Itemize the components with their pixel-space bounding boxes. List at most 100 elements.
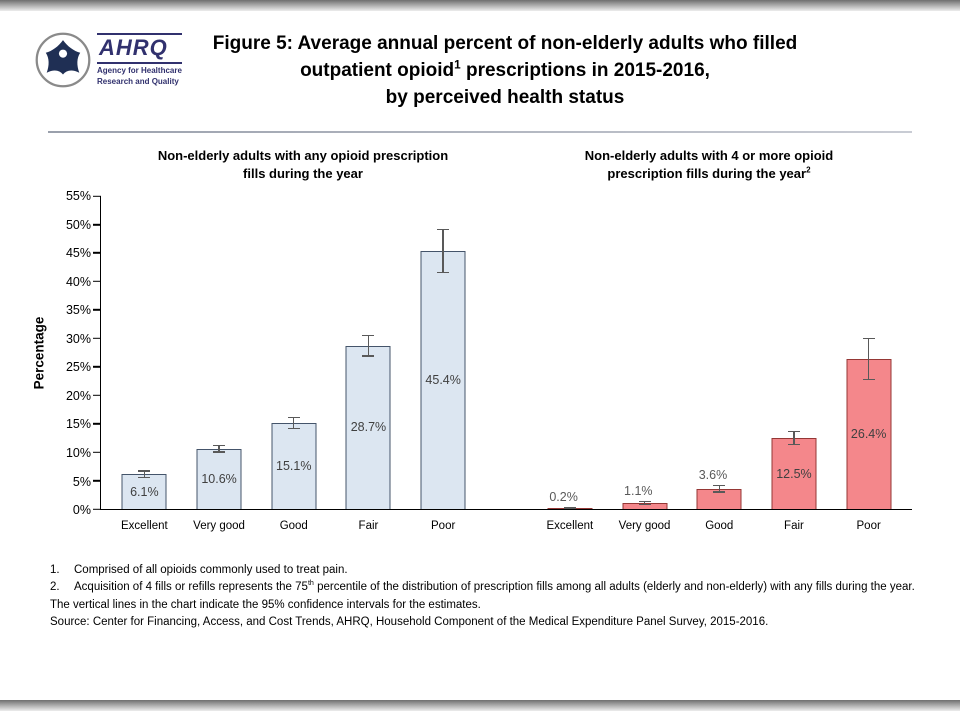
logo: AHRQ Agency for Healthcare Research and …: [34, 31, 182, 89]
error-bar-good-four-plus-fills: [718, 484, 720, 493]
title-line-1: Figure 5: Average annual percent of non-…: [212, 33, 798, 54]
x-category-label-very-good-any-fills: Very good: [193, 520, 245, 533]
x-category-label-excellent-any-fills: Excellent: [121, 520, 168, 533]
footnote-1-text: Comprised of all opioids commonly used t…: [74, 564, 348, 577]
value-label-good-any-fills: 15.1%: [276, 459, 312, 474]
error-bar-poor-four-plus-fills: [867, 337, 870, 380]
footnote-ci-note: The vertical lines in the chart indicate…: [50, 598, 481, 611]
y-tick-label: 50%: [65, 217, 91, 232]
panel-titles-row: Non-elderly adults with any opioid presc…: [100, 147, 912, 182]
error-bar-excellent-any-fills: [143, 470, 146, 479]
panel-title-superscript-2: 2: [806, 165, 811, 175]
title-superscript-1: 1: [454, 58, 461, 72]
x-category-label-good-any-fills: Good: [279, 520, 308, 533]
y-tick-mark: [93, 223, 101, 226]
bar-slot-poor-any-fills: 45.4% Poor: [406, 196, 481, 532]
bar-fair-four-plus-fills: [771, 437, 817, 510]
x-category-label-poor-any-fills: Poor: [431, 520, 456, 533]
footnote-source: Source: Center for Financing, Access, an…: [50, 615, 769, 628]
title-line-3: by perceived health status: [385, 86, 625, 108]
header-divider: [48, 131, 912, 133]
y-tick-label: 35%: [65, 303, 91, 318]
bar-slot-very-good-any-fills: 10.6% Very good: [182, 196, 257, 532]
bar-slot-good-four-plus-fills: 3.6% Good: [682, 196, 757, 532]
y-tick-label: 20%: [65, 388, 91, 403]
bar-fair-any-fills: [345, 345, 391, 510]
footnote-2-number: 2.: [50, 581, 60, 594]
page-title: Figure 5: Average annual percent of non-…: [90, 31, 920, 112]
y-tick-mark: [93, 252, 101, 254]
footnotes: 1. Comprised of all opioids commonly used…: [50, 562, 916, 631]
y-axis: 0% 5% 10% 15% 20% 25% 30% 35% 40% 45% 50% 55%: [52, 189, 100, 517]
plot-row: Percentage 0% 5% 10% 15% 20% 25% 30% 35% 40% 45% 5…: [32, 189, 912, 533]
title-line-2b: prescriptions in 2015-2016,: [460, 59, 710, 81]
value-label-fair-any-fills: 28.7%: [350, 420, 387, 435]
panel-title-any-line-2: fills during the year: [243, 165, 363, 181]
y-tick-label: 40%: [65, 274, 91, 289]
bar-slot-fair-four-plus-fills: 12.5% Fair: [757, 196, 832, 532]
footnote-2-text-cont: percentile of the distribution of prescr…: [313, 581, 915, 594]
bar-very-good-any-fills: [196, 448, 242, 510]
panel-title-four-plus-line-1: Non-elderly adults with 4 or more opioid: [584, 148, 834, 163]
x-category-label-excellent-four-plus-fills: Excellent: [546, 520, 594, 533]
value-label-good-four-plus-fills: 3.6%: [698, 467, 728, 482]
top-strip: [0, 0, 960, 11]
bar-good-any-fills: [271, 423, 317, 510]
value-label-very-good-any-fills: 10.6%: [201, 471, 237, 486]
ahrq-subtitle-line-1: Agency for Healthcare: [97, 66, 182, 76]
hhs-seal-icon: [34, 31, 92, 89]
x-category-label-very-good-four-plus-fills: Very good: [618, 520, 671, 533]
y-tick-label: 15%: [65, 417, 91, 432]
value-label-very-good-four-plus-fills: 1.1%: [624, 483, 653, 498]
plot-area: 6.1% Excellent 10.6% Very good 15.1% Good 28.7…: [93, 195, 912, 533]
y-tick-label: 25%: [65, 360, 91, 375]
panel-title-any-line-1: Non-elderly adults with any opioid presc…: [157, 148, 449, 163]
bar-slot-very-good-four-plus-fills: 1.1% Very good: [607, 196, 682, 533]
footnote-2-text: Acquisition of 4 fills or refills repres…: [74, 581, 308, 594]
y-axis-title: Percentage: [31, 316, 47, 390]
y-tick-mark: [93, 280, 101, 283]
chart-region: Non-elderly adults with any opioid presc…: [32, 147, 912, 533]
ahrq-wordmark: AHRQ Agency for Healthcare Research and …: [97, 33, 182, 87]
footnote-2: 2. Acquisition of 4 fills or refills repr…: [50, 579, 916, 596]
title-line-2: outpatient opioid: [300, 59, 455, 81]
y-tick-mark: [93, 195, 101, 197]
bar-slot-fair-any-fills: 28.7% Fair: [331, 196, 406, 532]
value-label-excellent-four-plus-fills: 0.2%: [549, 490, 578, 505]
y-tick-mark: [93, 508, 101, 510]
y-tick-label: 55%: [65, 189, 91, 204]
x-category-label-good-four-plus-fills: Good: [705, 520, 734, 533]
footnote-2-superscript: th: [307, 579, 314, 588]
y-tick-mark: [93, 422, 101, 425]
error-bar-very-good-four-plus-fills: [643, 500, 646, 506]
value-label-fair-four-plus-fills: 12.5%: [776, 466, 812, 481]
error-bar-fair-four-plus-fills: [793, 430, 795, 446]
panel-title-four-plus-line-2: prescription fills during the year: [607, 165, 807, 181]
panel-title-four-plus-fills: Non-elderly adults with 4 or more opioid…: [506, 147, 912, 182]
value-label-poor-any-fills: 45.4%: [425, 372, 461, 387]
y-tick-mark: [93, 479, 101, 482]
error-bar-poor-any-fills: [442, 228, 444, 273]
x-category-label-fair-any-fills: Fair: [358, 520, 379, 533]
y-tick-label: 10%: [65, 446, 91, 461]
x-category-label-poor-four-plus-fills: Poor: [856, 520, 881, 533]
y-tick-mark: [93, 309, 101, 311]
bottom-strip: [0, 700, 960, 711]
error-bar-good-any-fills: [293, 416, 295, 430]
ahrq-abbr: AHRQ: [97, 33, 182, 65]
y-tick-mark: [93, 366, 101, 368]
value-label-poor-four-plus-fills: 26.4%: [850, 426, 887, 441]
panel-title-any-fills: Non-elderly adults with any opioid presc…: [100, 147, 506, 182]
y-tick-label: 45%: [65, 246, 91, 261]
error-bar-excellent-four-plus-fills: [569, 507, 571, 509]
error-bar-fair-any-fills: [367, 334, 370, 357]
header: AHRQ Agency for Healthcare Research and …: [0, 11, 960, 131]
bar-slot-excellent-any-fills: 6.1% Excellent: [107, 196, 182, 532]
footnote-1-number: 1.: [50, 564, 60, 577]
y-tick-label: 5%: [72, 474, 91, 489]
y-tick-mark: [93, 337, 101, 340]
y-tick-label: 30%: [65, 331, 91, 346]
error-bar-very-good-any-fills: [218, 444, 220, 453]
footnote-1: 1. Comprised of all opioids commonly used…: [50, 562, 916, 579]
